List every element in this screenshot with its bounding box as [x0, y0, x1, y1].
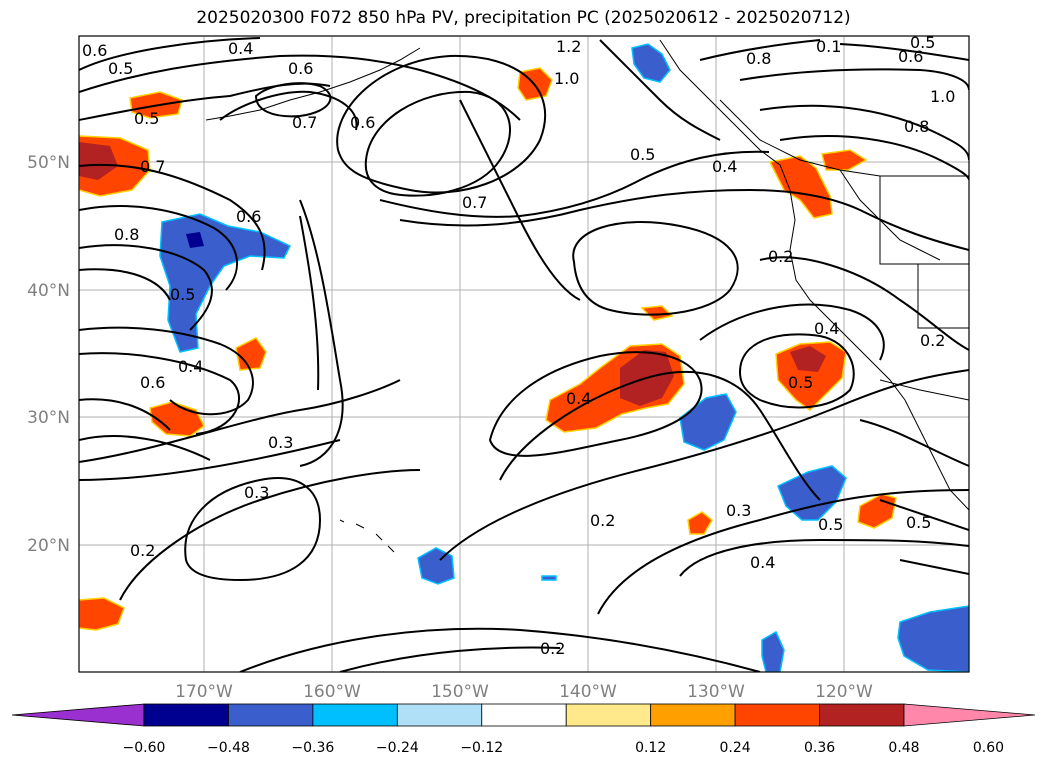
precip-positive-core [790, 346, 826, 372]
colorbar-tick-label: 0.36 [804, 740, 835, 756]
lat-label: 30°N [27, 408, 70, 428]
contour-label: 0.2 [590, 511, 615, 530]
colorbar-segment [143, 703, 229, 727]
contour-label: 0.3 [726, 501, 751, 520]
colorbar: −0.60 −0.48 −0.36 −0.24 −0.12 0.12 0.24 0.36 0.4… [11, 703, 1036, 756]
precip-negative-patch [159, 213, 292, 353]
contour-label: 0.6 [236, 207, 261, 226]
contour-label: 0.1 [816, 37, 841, 56]
contour-label: 0.2 [130, 541, 155, 560]
colorbar-segment [481, 703, 567, 727]
contour-label: 0.6 [82, 41, 107, 60]
contour-label: 0.5 [170, 285, 195, 304]
contour-label: 0.2 [768, 247, 793, 266]
colorbar-segment [565, 703, 652, 727]
contour-label: 1.2 [556, 37, 581, 56]
lat-label: 50°N [27, 153, 70, 173]
contour-label: 0.5 [108, 59, 133, 78]
precip-positive-patch [79, 597, 125, 631]
colorbar-segment [396, 703, 483, 727]
contour-label: 0.2 [920, 331, 945, 350]
contour-label: 0.7 [292, 113, 317, 132]
colorbar-tick-label: −0.36 [291, 740, 334, 756]
contour-label: 1.0 [930, 87, 955, 106]
contour-label: 0.5 [818, 515, 843, 534]
lon-label: 160°W [303, 682, 361, 702]
colorbar-segment [312, 703, 398, 727]
colorbar-segment [819, 703, 905, 727]
lon-label: 120°W [815, 682, 873, 702]
precip-positive-patch [768, 155, 833, 219]
contour-label: 0.6 [140, 373, 165, 392]
precip-positive-core [79, 142, 118, 180]
lat-label: 20°N [27, 536, 70, 556]
lon-labels: 170°W 160°W 150°W 140°W 130°W 120°W [175, 682, 873, 702]
colorbar-extend-high [903, 703, 1036, 727]
contour-label: 0.4 [750, 553, 775, 572]
contour-label: 0.6 [350, 113, 375, 132]
contour-label: 0.2 [540, 639, 565, 658]
map-area: 0.6 0.4 0.5 0.6 0.7 0.6 0.5 0.7 0.8 0.6 … [79, 33, 969, 672]
colorbar-segment [734, 703, 820, 727]
contour-label: 0.8 [904, 117, 929, 136]
contour-label: 0.5 [788, 373, 813, 392]
lat-label: 40°N [27, 281, 70, 301]
contour-label: 0.8 [114, 225, 139, 244]
precip-negative-patch [761, 630, 785, 672]
lon-label: 140°W [559, 682, 617, 702]
pv-contours [79, 37, 969, 672]
precip-negative-patch [417, 547, 455, 585]
contour-label: 0.5 [630, 145, 655, 164]
precip-negative-patch [631, 43, 671, 83]
precip-positive-patch [687, 511, 713, 535]
contour-label: 0.3 [244, 483, 269, 502]
colorbar-extend-low [11, 703, 145, 727]
contour-label: 0.4 [712, 157, 737, 176]
precip-positive-patch [821, 149, 868, 171]
contour-label: 0.4 [566, 389, 591, 408]
contour-label: 1.0 [554, 69, 579, 88]
colorbar-tick-label: −0.24 [376, 740, 419, 756]
contour-label: 0.5 [134, 109, 159, 128]
colorbar-segment [228, 703, 314, 727]
colorbar-tick-label: 0.48 [888, 740, 919, 756]
contour-label: 0.4 [178, 357, 203, 376]
contour-label: 0.5 [910, 33, 935, 52]
precip-negative-patch [541, 575, 557, 581]
precip-positive-patch [235, 337, 267, 371]
colorbar-segment [650, 703, 736, 727]
map-title: 2025020300 F072 850 hPa PV, precipitatio… [196, 8, 851, 28]
contour-label: 0.3 [268, 433, 293, 452]
contour-label: 0.7 [140, 157, 165, 176]
colorbar-tick-label: −0.12 [460, 740, 503, 756]
lon-label: 170°W [175, 682, 233, 702]
precip-positive-patch [640, 305, 674, 321]
colorbar-tick-label: −0.48 [207, 740, 250, 756]
contour-label: 0.4 [228, 39, 253, 58]
colorbar-tick-label: 0.24 [720, 740, 751, 756]
precip-negative-patch [897, 605, 969, 672]
colorbar-segments [11, 703, 1036, 727]
map-frame [78, 35, 970, 673]
contour-labels: 0.6 0.4 0.5 0.6 0.7 0.6 0.5 0.7 0.8 0.6 … [82, 33, 955, 658]
colorbar-tick-label: 0.12 [635, 740, 666, 756]
contour-label: 0.4 [814, 319, 839, 338]
lon-label: 150°W [431, 682, 489, 702]
colorbar-ticks: −0.60 −0.48 −0.36 −0.24 −0.12 0.12 0.24 0.36 0.4… [123, 740, 1004, 756]
contour-label: 0.7 [462, 193, 487, 212]
contour-label: 0.5 [906, 513, 931, 532]
contour-label: 0.8 [746, 49, 771, 68]
lat-labels: 50°N 40°N 30°N 20°N [27, 153, 70, 556]
contour-label: 0.6 [898, 47, 923, 66]
colorbar-tick-label: 0.60 [973, 740, 1004, 756]
lon-label: 130°W [687, 682, 745, 702]
colorbar-tick-label: −0.60 [123, 740, 166, 756]
precip-negative-core [186, 232, 204, 248]
contour-label: 0.6 [288, 59, 313, 78]
